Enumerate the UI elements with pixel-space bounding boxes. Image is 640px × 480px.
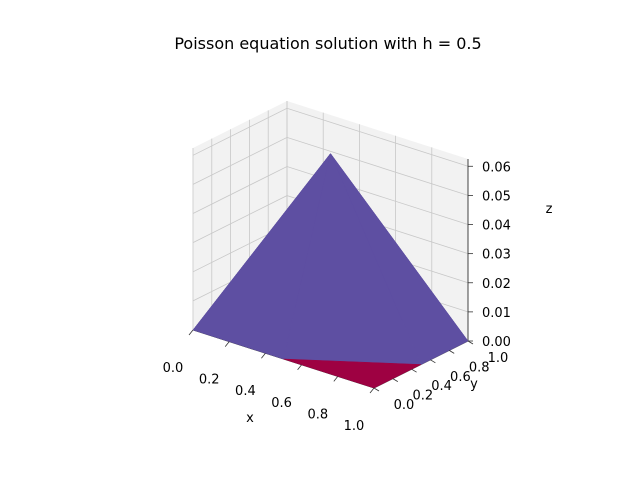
y-tick-mark <box>411 368 417 373</box>
z-tick-label: 0.03 <box>482 248 511 263</box>
z-tick-label: 0.04 <box>482 219 511 234</box>
x-tick-label: 1.0 <box>344 419 365 434</box>
gridline-z <box>192 195 469 254</box>
y-tick-label: 0.0 <box>394 398 415 413</box>
y-tick-label: 0.8 <box>469 360 490 375</box>
axis-ticks: 0.00.20.40.60.81.00.00.20.40.60.81.00.00… <box>163 160 511 434</box>
x-tick-mark <box>188 329 194 336</box>
z-tick-label: 0.05 <box>482 189 511 204</box>
gridline-z <box>192 107 469 167</box>
y-tick-mark <box>373 387 380 392</box>
y-tick-label: 0.6 <box>450 370 471 385</box>
y-tick-mark <box>392 378 399 382</box>
z-tick-label: 0.06 <box>482 160 511 175</box>
z-tick-label: 0.00 <box>482 335 511 350</box>
x-tick-mark <box>297 364 302 371</box>
x-tick-mark <box>369 387 375 394</box>
x-tick-label: 0.4 <box>235 384 256 399</box>
z-axis-label: z <box>546 202 553 217</box>
x-axis-label: x <box>246 411 254 426</box>
y-tick-label: 0.2 <box>412 389 433 404</box>
gridline-z <box>192 166 469 225</box>
gridline-z <box>192 136 469 196</box>
y-tick-mark <box>448 350 455 354</box>
y-tick-label: 0.4 <box>431 379 452 394</box>
chart-title: Poisson equation solution with h = 0.5 <box>174 34 481 53</box>
y-tick-mark <box>467 340 474 345</box>
x-tick-mark <box>261 352 266 359</box>
y-axis-label: y <box>470 377 478 392</box>
y-tick-mark <box>430 359 436 364</box>
surface-face <box>283 358 422 389</box>
x-tick-label: 0.2 <box>199 373 220 388</box>
x-tick-label: 0.6 <box>271 396 292 411</box>
x-tick-label: 0.0 <box>163 361 184 376</box>
x-tick-mark <box>333 376 339 382</box>
y-tick-label: 1.0 <box>488 351 509 366</box>
x-tick-mark <box>224 341 230 347</box>
x-tick-label: 0.8 <box>307 407 328 422</box>
z-tick-label: 0.01 <box>482 306 511 321</box>
z-tick-label: 0.02 <box>482 277 511 292</box>
surface-plot <box>192 152 469 389</box>
